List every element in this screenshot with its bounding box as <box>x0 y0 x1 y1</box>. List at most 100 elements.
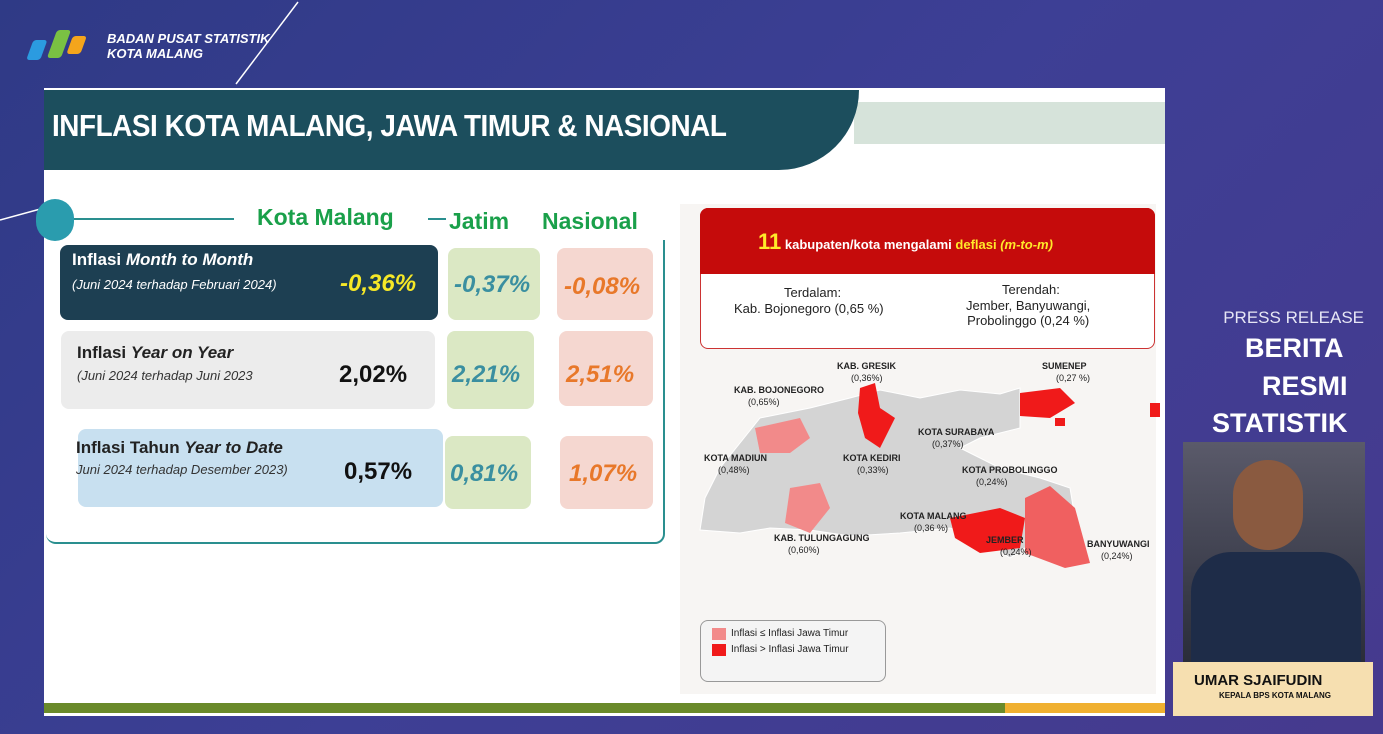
row-box <box>61 331 435 409</box>
deepest: Kab. Bojonegoro (0,65 %) <box>734 301 884 316</box>
brs-line: STATISTIK <box>1212 408 1348 438</box>
map-label: JEMBER (0,24%) <box>986 534 1032 558</box>
legend-label: Inflasi ≤ Inflasi Jawa Timur <box>731 628 849 639</box>
row-box <box>60 245 438 320</box>
map-label: KAB. GRESIK (0,36%) <box>837 360 896 384</box>
map-label-value: (0,24%) <box>976 477 1008 487</box>
map-label-name: KOTA MALANG <box>900 511 967 521</box>
map-label-value: (0,27 %) <box>1056 373 1091 383</box>
deflation-highlight: deflasi <box>955 237 997 252</box>
row-label: Inflasi Tahun Year to Date <box>76 438 283 458</box>
org-line: BADAN PUSAT STATISTIK <box>107 31 270 46</box>
value: 2,21% <box>452 361 521 388</box>
title-band <box>44 90 859 170</box>
map-label-name: SUMENEP <box>1042 361 1087 371</box>
brs-line: RESMI <box>1262 371 1348 401</box>
value: -0,08% <box>564 273 641 300</box>
row-period: (Juni 2024 terhadap Juni 2023 <box>77 368 253 383</box>
nasional-box <box>559 331 653 406</box>
map-label-name: KOTA PROBOLINGGO <box>962 465 1058 475</box>
map-label-value: (0,65%) <box>748 397 780 407</box>
map-label: KOTA MALANG (0,36 %) <box>900 510 967 534</box>
deflation-banner <box>700 208 1155 274</box>
map-label-name: KOTA MADIUN <box>704 453 767 463</box>
map-label-value: (0,36 %) <box>914 523 949 533</box>
brs-line: BERITA <box>1245 333 1344 363</box>
row-label: Inflasi Year on Year <box>77 343 233 363</box>
map-region <box>755 418 810 453</box>
row-label: Inflasi Month to Month <box>72 250 253 270</box>
value: 1,07% <box>569 460 638 487</box>
slide-title: INFLASI KOTA MALANG, JAWA TIMUR & NASION… <box>52 108 727 143</box>
map-region <box>1055 418 1065 426</box>
row-label-em: Month to Month <box>125 250 254 269</box>
nasional-box <box>557 248 653 320</box>
legend-label: Inflasi > Inflasi Jawa Timur <box>731 644 849 655</box>
map-label: KOTA MADIUN (0,48%) <box>704 452 767 476</box>
row-box <box>78 429 443 507</box>
value: 0,57% <box>344 458 413 485</box>
column-header: Kota Malang <box>257 204 394 230</box>
map-label-name: KAB. GRESIK <box>837 361 897 371</box>
speaker-head <box>1233 460 1303 550</box>
row-period: (Juni 2024 terhadap Februari 2024) <box>72 277 277 292</box>
value: -0,37% <box>454 271 531 298</box>
panel <box>46 240 665 544</box>
map-region <box>950 508 1025 553</box>
map-region <box>785 483 830 533</box>
row-label-em: Year to Date <box>184 438 283 457</box>
row-label-prefix: Inflasi <box>72 250 122 269</box>
map-label: KOTA PROBOLINGGO (0,24%) <box>962 464 1058 488</box>
map-label-value: (0,60%) <box>788 545 820 555</box>
map-label-value: (0,24%) <box>1000 547 1032 557</box>
map-label-value: (0,24%) <box>1101 551 1133 561</box>
jatim-box <box>447 331 534 409</box>
speaker-body <box>1191 552 1361 662</box>
speaker-role: KEPALA BPS KOTA MALANG <box>1219 691 1331 700</box>
map-label: KAB. TULUNGAGUNG (0,60%) <box>774 532 870 556</box>
map-label: KAB. BOJONEGORO (0,65%) <box>734 384 824 408</box>
map-region <box>1150 403 1160 417</box>
map-region <box>858 383 895 448</box>
map-label-name: KAB. BOJONEGORO <box>734 385 825 395</box>
deflation-text: 11 kabupaten/kota mengalami deflasi (m-t… <box>758 229 1053 255</box>
lowest-line: Probolinggo (0,24 %) <box>967 313 1090 328</box>
name-plate <box>1173 662 1373 716</box>
deco-line <box>235 1 299 85</box>
map-label-value: (0,48%) <box>718 465 750 475</box>
legend-swatch <box>712 628 726 640</box>
value: 2,51% <box>566 361 635 388</box>
map-label-name: KOTA KEDIRI <box>843 453 901 463</box>
legend-swatch <box>712 644 726 656</box>
logo <box>27 30 86 60</box>
value: 2,02% <box>339 361 408 388</box>
lowest-title: Terendah: <box>1002 282 1060 297</box>
map-label: KOTA SURABAYA (0,37%) <box>918 426 994 450</box>
row-label-prefix: Inflasi <box>77 343 127 362</box>
value: -0,36% <box>340 270 417 297</box>
slide: INFLASI KOTA MALANG, JAWA TIMUR & NASION… <box>36 88 1165 716</box>
deepest-title: Terdalam: <box>784 285 842 300</box>
footer-bar <box>44 703 1005 713</box>
deflation-mtm: (m-to-m) <box>1000 237 1053 252</box>
value: 0,81% <box>450 460 519 487</box>
map-label-value: (0,37%) <box>932 439 964 449</box>
row-label-em: Year on Year <box>130 343 234 362</box>
map-label-value: (0,33%) <box>857 465 889 475</box>
column-header: Jatim <box>449 208 510 234</box>
row-label-prefix: Inflasi Tahun <box>76 438 180 457</box>
footer-bar <box>1005 703 1165 713</box>
org-line: KOTA MALANG <box>107 46 204 61</box>
map-region <box>1020 388 1075 418</box>
row-period: Juni 2024 terhadap Desember 2023) <box>76 462 288 477</box>
lowest: Jember, Banyuwangi, Probolinggo (0,24 %) <box>966 298 1090 328</box>
panel-line <box>428 218 446 220</box>
title-strip <box>854 102 1165 144</box>
panel-dot <box>36 199 74 241</box>
deflation-count: 11 <box>758 229 782 254</box>
org-name: BADAN PUSAT STATISTIK KOTA MALANG <box>107 31 270 61</box>
press-release: PRESS RELEASE <box>1223 308 1364 327</box>
column-header: Nasional <box>542 208 638 234</box>
